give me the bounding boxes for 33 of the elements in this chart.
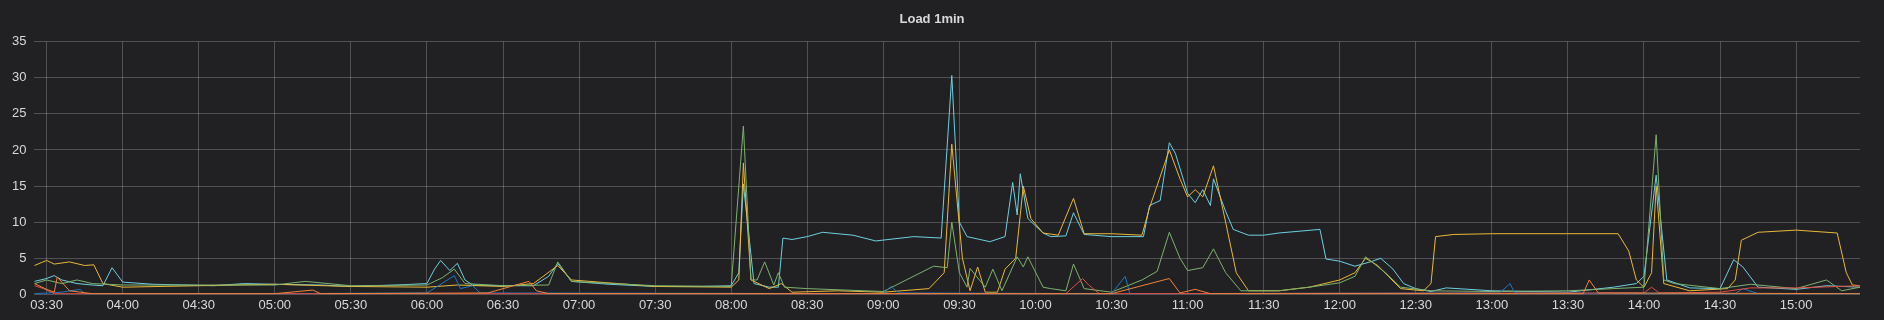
y-tick-label: 15 (11, 177, 27, 193)
x-tick-label: 05:00 (258, 296, 292, 312)
x-tick-label: 04:30 (182, 296, 216, 312)
x-tick-label: 09:30 (943, 296, 976, 312)
x-tick-label: 06:00 (410, 296, 444, 312)
x-tick-label: 08:30 (791, 296, 824, 312)
x-tick-label: 10:30 (1095, 296, 1128, 312)
y-tick-label: 0 (19, 285, 27, 301)
x-tick-label: 09:00 (867, 296, 900, 312)
y-tick-label: 30 (11, 69, 27, 85)
y-tick-label: 20 (11, 141, 27, 157)
x-tick-label: 15:00 (1779, 296, 1813, 312)
x-tick-label: 14:30 (1703, 296, 1737, 312)
y-tick-label: 35 (11, 33, 27, 49)
chart-title: Load 1min (899, 11, 965, 27)
y-tick-label: 5 (19, 249, 27, 265)
x-tick-label: 13:00 (1475, 296, 1509, 312)
y-tick-label: 25 (11, 105, 27, 121)
y-tick-label: 10 (11, 213, 27, 229)
x-tick-label: 04:00 (106, 296, 139, 312)
x-tick-label: 12:30 (1399, 296, 1433, 312)
x-tick-label: 14:00 (1627, 296, 1661, 312)
x-tick-label: 07:00 (562, 296, 596, 312)
x-tick-label: 07:30 (638, 296, 672, 312)
x-tick-label: 06:30 (486, 296, 520, 312)
x-tick-label: 11:00 (1171, 296, 1204, 312)
x-tick-label: 08:00 (714, 296, 748, 312)
x-tick-label: 03:30 (30, 296, 63, 312)
x-tick-label: 05:30 (334, 296, 368, 312)
x-tick-label: 13:30 (1551, 296, 1585, 312)
x-tick-label: 10:00 (1019, 296, 1052, 312)
x-tick-label: 11:30 (1247, 296, 1280, 312)
x-tick-label: 12:00 (1323, 296, 1356, 312)
